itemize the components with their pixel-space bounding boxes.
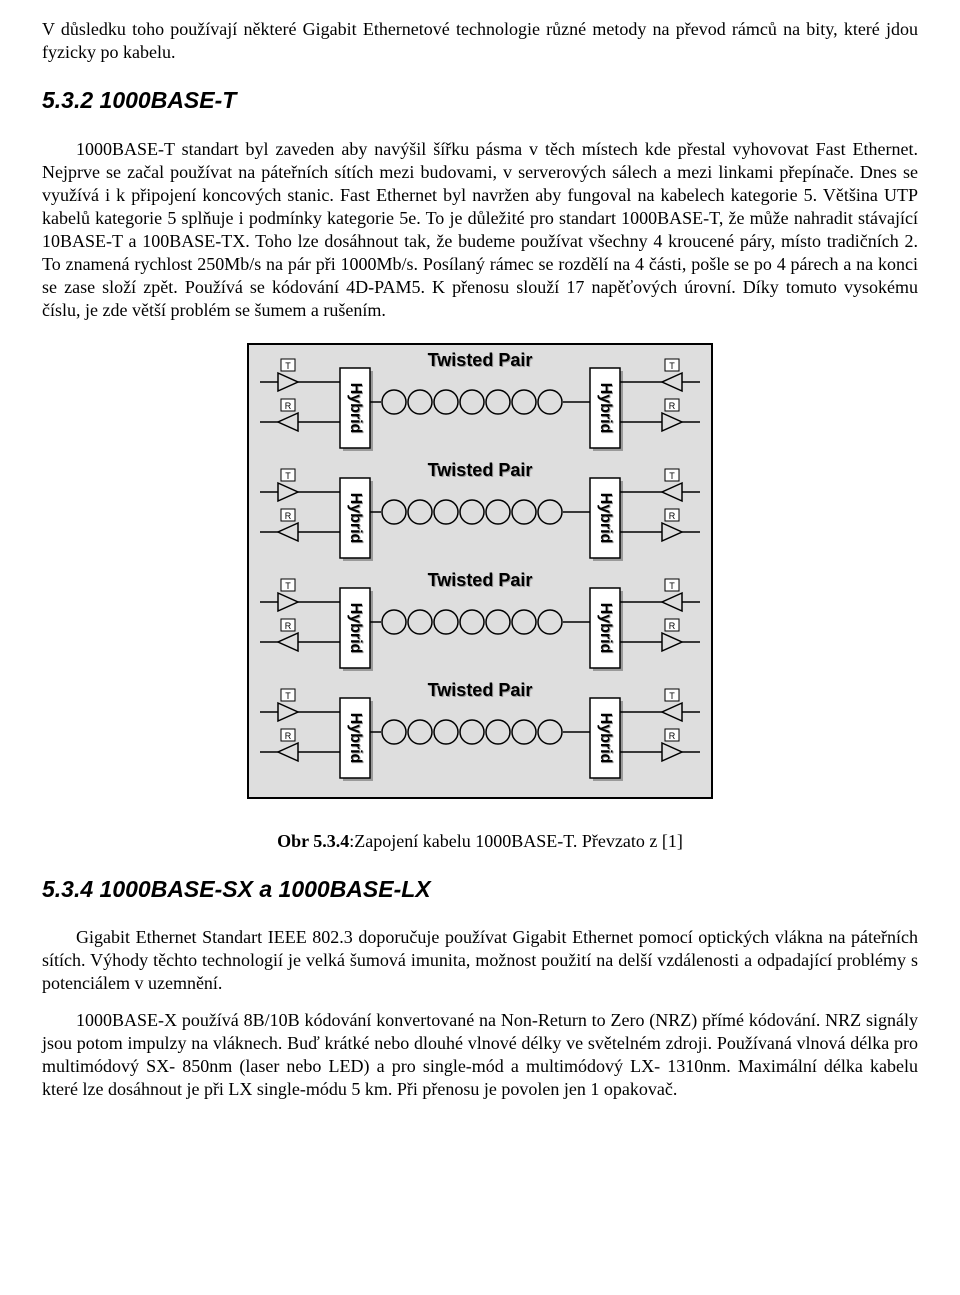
- svg-text:Hybrid: Hybrid: [597, 712, 614, 763]
- svg-text:R: R: [669, 511, 676, 521]
- svg-text:Twisted Pair: Twisted Pair: [428, 460, 533, 480]
- body-sx-lx-1: Gigabit Ethernet Standart IEEE 802.3 dop…: [42, 926, 918, 995]
- svg-text:R: R: [669, 621, 676, 631]
- svg-text:Hybrid: Hybrid: [597, 382, 614, 433]
- body-sx-lx-2: 1000BASE-X používá 8B/10B kódování konve…: [42, 1009, 918, 1101]
- svg-text:R: R: [285, 731, 292, 741]
- svg-text:Hybrid: Hybrid: [597, 602, 614, 653]
- svg-text:Hybrid: Hybrid: [347, 492, 364, 543]
- body-1000base-t: 1000BASE-T standart byl zaveden aby navý…: [42, 138, 918, 322]
- svg-text:Hybrid: Hybrid: [347, 382, 364, 433]
- figure-caption: Obr 5.3.4:Zapojení kabelu 1000BASE-T. Př…: [42, 830, 918, 853]
- figure-caption-number: Obr 5.3.4: [277, 831, 349, 851]
- heading-1000base-sx-lx: 5.3.4 1000BASE-SX a 1000BASE-LX: [42, 875, 918, 904]
- svg-text:Hybrid: Hybrid: [597, 492, 614, 543]
- svg-text:R: R: [285, 401, 292, 411]
- figure-1000base-t-wiring: T R Hybrid Hybrid Twisted Pair Twisted Pair H…: [42, 336, 918, 812]
- svg-text:T: T: [669, 471, 675, 481]
- svg-text:R: R: [285, 621, 292, 631]
- svg-text:Twisted Pair: Twisted Pair: [428, 680, 533, 700]
- svg-text:T: T: [669, 691, 675, 701]
- diagram-svg: T R Hybrid Hybrid Twisted Pair Twisted Pair H…: [240, 336, 720, 806]
- svg-text:R: R: [285, 511, 292, 521]
- svg-text:T: T: [285, 361, 291, 371]
- svg-text:T: T: [669, 361, 675, 371]
- heading-1000base-t: 5.3.2 1000BASE-T: [42, 86, 918, 115]
- figure-caption-text: :Zapojení kabelu 1000BASE-T. Převzato z …: [349, 831, 683, 851]
- svg-text:R: R: [669, 731, 676, 741]
- svg-text:R: R: [669, 401, 676, 411]
- svg-text:Hybrid: Hybrid: [347, 712, 364, 763]
- svg-text:T: T: [669, 581, 675, 591]
- svg-text:T: T: [285, 581, 291, 591]
- svg-text:T: T: [285, 471, 291, 481]
- svg-text:T: T: [285, 691, 291, 701]
- intro-paragraph: V důsledku toho používají některé Gigabi…: [42, 18, 918, 64]
- svg-text:Twisted Pair: Twisted Pair: [428, 570, 533, 590]
- svg-text:Hybrid: Hybrid: [347, 602, 364, 653]
- svg-text:Twisted Pair: Twisted Pair: [428, 350, 533, 370]
